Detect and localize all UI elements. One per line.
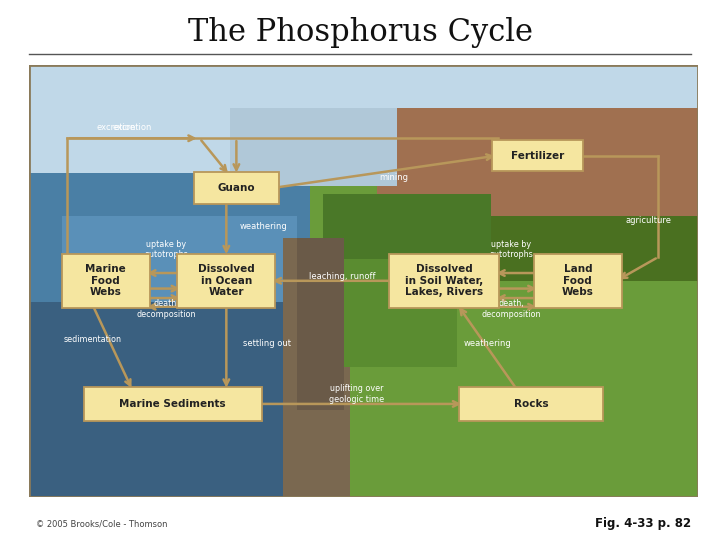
Text: excretion: excretion [96,123,135,132]
FancyBboxPatch shape [230,108,397,186]
Text: uplifting over
geologic time: uplifting over geologic time [329,384,384,404]
FancyBboxPatch shape [29,65,698,497]
Text: settling out: settling out [243,339,290,348]
Text: © 2005 Brooks/Cole - Thomson: © 2005 Brooks/Cole - Thomson [36,519,168,528]
FancyBboxPatch shape [29,173,698,216]
FancyBboxPatch shape [323,194,491,259]
FancyBboxPatch shape [323,194,457,367]
FancyBboxPatch shape [177,254,275,308]
Text: uptake by
autotrophs: uptake by autotrophs [489,240,533,259]
FancyBboxPatch shape [534,254,622,308]
FancyBboxPatch shape [29,302,317,497]
Text: Land
Food
Webs: Land Food Webs [562,264,594,298]
FancyBboxPatch shape [29,173,317,497]
Text: Rocks: Rocks [513,399,549,409]
Text: excretion: excretion [113,123,152,132]
Text: death,
decomposition: death, decomposition [136,299,196,319]
Text: death,
decomposition: death, decomposition [481,299,541,319]
Text: Dissolved
in Ocean
Water: Dissolved in Ocean Water [198,264,255,298]
Text: leaching, runoff: leaching, runoff [309,272,375,281]
Text: weathering: weathering [239,222,287,231]
Text: Guano: Guano [217,183,255,193]
FancyBboxPatch shape [63,216,297,302]
FancyBboxPatch shape [297,238,343,410]
FancyBboxPatch shape [377,108,698,216]
Text: Marine Sediments: Marine Sediments [120,399,226,409]
FancyBboxPatch shape [283,238,350,497]
Text: mining: mining [379,173,408,181]
FancyBboxPatch shape [194,172,279,204]
Text: Fig. 4-33 p. 82: Fig. 4-33 p. 82 [595,517,691,530]
FancyBboxPatch shape [492,140,583,171]
Text: uptake by
autotrophs: uptake by autotrophs [144,240,188,259]
FancyBboxPatch shape [389,254,499,308]
FancyBboxPatch shape [29,65,698,186]
FancyBboxPatch shape [84,387,262,421]
Text: The Phosphorus Cycle: The Phosphorus Cycle [187,17,533,48]
Text: Fertilizer: Fertilizer [511,151,564,160]
Text: sedimentation: sedimentation [63,335,122,343]
FancyBboxPatch shape [62,254,150,308]
Text: Marine
Food
Webs: Marine Food Webs [86,264,126,298]
Text: weathering: weathering [464,339,511,348]
FancyBboxPatch shape [459,387,603,421]
FancyBboxPatch shape [310,186,698,497]
Text: agriculture: agriculture [625,216,671,225]
Text: Dissolved
in Soil Water,
Lakes, Rivers: Dissolved in Soil Water, Lakes, Rivers [405,264,483,298]
FancyBboxPatch shape [397,186,698,281]
